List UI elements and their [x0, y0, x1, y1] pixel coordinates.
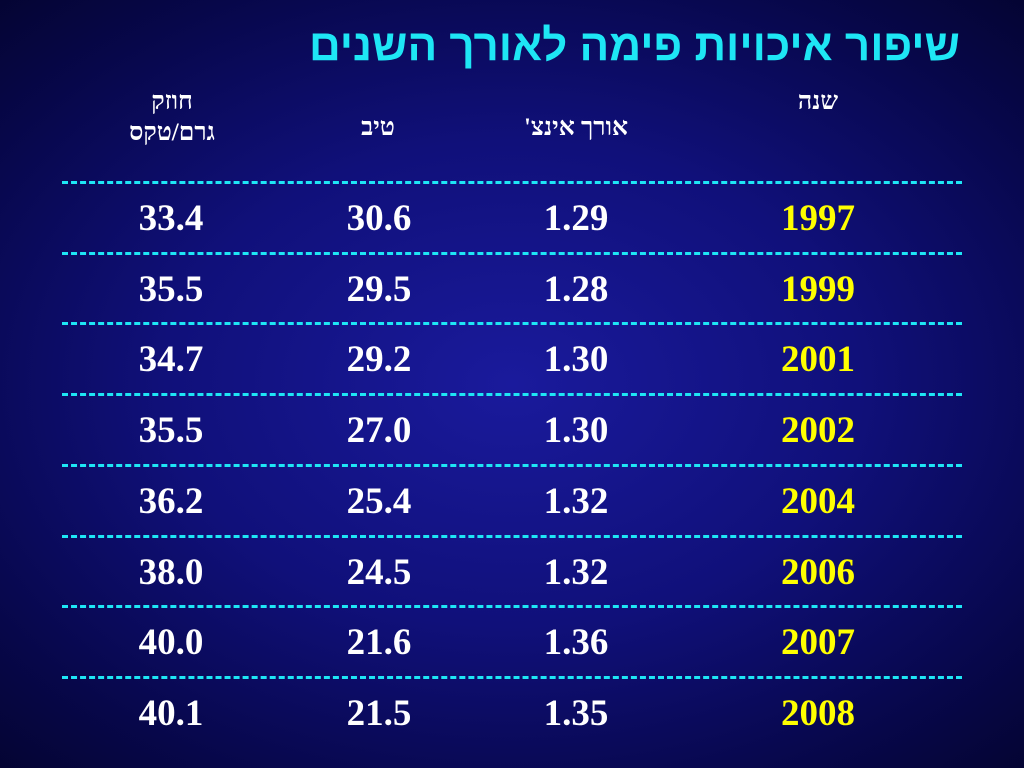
row-separator [62, 605, 962, 609]
cell-length: 1.30 [543, 410, 609, 452]
cell-length: 1.30 [543, 339, 609, 381]
cell-strength: 38.0 [138, 551, 204, 593]
cell-fineness: 25.4 [346, 480, 412, 522]
cell-year: 2007 [781, 622, 855, 664]
cell-year: 2002 [781, 410, 855, 452]
slide-title: שיפור איכויות פימה לאורך השנים [308, 21, 960, 70]
row-separator [62, 675, 962, 679]
cell-length: 1.32 [543, 551, 609, 593]
cell-strength: 35.5 [138, 410, 204, 452]
cell-strength: 40.1 [138, 692, 204, 734]
cell-fineness: 27.0 [346, 410, 412, 452]
row-separator [62, 181, 962, 184]
row-separator [62, 393, 962, 397]
cell-fineness: 24.5 [346, 551, 412, 593]
row-separator [62, 463, 962, 467]
header-strength: חוזק גרם/טקס [129, 86, 215, 148]
cell-strength: 35.5 [138, 268, 204, 310]
cell-year: 1999 [781, 268, 855, 310]
cell-strength: 40.0 [138, 622, 204, 664]
row-separator [62, 534, 962, 538]
cell-strength: 34.7 [138, 339, 204, 381]
cell-year: 2006 [781, 551, 855, 593]
cell-fineness: 21.6 [346, 622, 412, 664]
cell-year: 2001 [781, 339, 855, 381]
row-separator [62, 322, 962, 326]
header-fineness: טיב [361, 114, 395, 141]
row-separator [62, 251, 962, 255]
cell-length: 1.32 [543, 480, 609, 522]
cell-strength: 36.2 [138, 480, 204, 522]
cell-length: 1.36 [543, 622, 609, 664]
cell-year: 1997 [781, 198, 855, 239]
cell-year: 2004 [781, 480, 855, 522]
cell-strength: 33.4 [138, 198, 204, 239]
header-strength-unit: גרם/טקס [129, 119, 215, 146]
cell-fineness: 30.6 [346, 198, 412, 239]
header-length: אורך אינצ' [523, 114, 629, 141]
cell-length: 1.28 [543, 268, 609, 310]
header-strength-label: חוזק [151, 88, 193, 115]
cell-year: 2008 [781, 692, 855, 734]
header-year: שנה [797, 88, 839, 115]
cell-fineness: 21.5 [346, 692, 412, 734]
cell-fineness: 29.2 [346, 339, 412, 381]
cell-length: 1.35 [543, 692, 609, 734]
cell-fineness: 29.5 [346, 268, 412, 310]
cell-length: 1.29 [543, 198, 609, 239]
